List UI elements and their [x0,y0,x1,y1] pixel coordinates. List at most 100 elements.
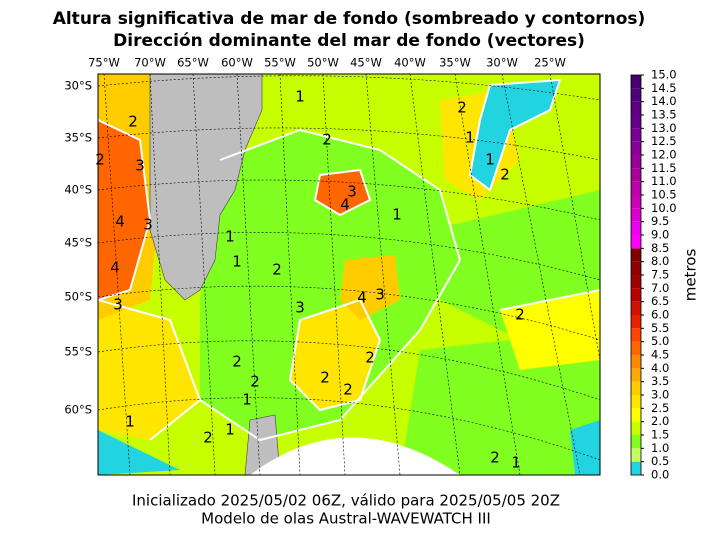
contour-label: 3 [295,299,305,317]
colorbar-bin [631,261,641,275]
colorbar-tick-label: 6.0 [651,308,669,322]
contour-label: 1 [225,228,235,246]
colorbar-tick-label: 0.0 [651,468,669,482]
lon-label: 65°W [177,56,209,70]
contour-label: 2 [365,349,375,367]
contour-label: 1 [485,151,495,169]
colorbar-bin [631,341,641,355]
colorbar-bin [631,435,641,449]
contour-label: 1 [225,421,235,439]
contour-label: 2 [250,373,260,391]
contour-label: 3 [135,157,145,175]
lon-label: 30°W [486,56,518,70]
colorbar-bin [631,208,641,222]
title: Dirección dominante del mar de fondo (ve… [113,31,585,51]
contour-label: 4 [340,196,350,214]
colorbar-tick-label: 11.0 [651,174,677,188]
colorbar-tick-label: 5.5 [651,321,669,335]
contour-label: 1 [511,454,521,472]
lon-label: 50°W [307,56,339,70]
colorbar-bin [631,221,641,235]
lon-label: 25°W [534,56,566,70]
lat-label: 55°S [64,345,92,359]
contour-label: 2 [490,449,500,467]
colorbar-bin [631,461,641,475]
colorbar-tick-label: 0.5 [651,454,669,468]
colorbar-bin [631,128,641,142]
colorbar-bin [631,141,641,155]
contour-label: 2 [320,369,330,387]
lon-label: 45°W [350,56,382,70]
colorbar-tick-label: 11.5 [651,161,677,175]
colorbar-bin [631,181,641,195]
colorbar-bin [631,448,641,462]
colorbar-bin [631,115,641,129]
colorbar-tick-label: 12.0 [651,148,677,162]
title: Altura significativa de mar de fondo (so… [53,9,646,29]
colorbar-tick-label: 14.0 [651,94,677,108]
colorbar-tick-label: 9.5 [651,214,669,228]
contour-label: 4 [357,289,367,307]
colorbar-tick-label: 3.5 [651,374,669,388]
colorbar-tick-label: 4.5 [651,348,669,362]
contour-label: 1 [125,413,135,431]
colorbar-bin [631,355,641,369]
lat-label: 30°S [64,79,92,93]
contour-label: 2 [457,99,467,117]
lon-label: 55°W [264,56,296,70]
colorbar-tick-label: 15.0 [651,68,677,82]
colorbar-bin [631,288,641,302]
contour-label: 1 [392,206,402,224]
colorbar-bin [631,195,641,209]
colorbar-tick-label: 7.0 [651,281,669,295]
colorbar-bin [631,368,641,382]
colorbar-tick-label: 10.0 [651,201,677,215]
colorbar-bin [631,168,641,182]
contour-label: 2 [500,166,510,184]
colorbar-tick-label: 13.5 [651,108,677,122]
contour-label: 3 [375,286,385,304]
colorbar-tick-label: 5.0 [651,334,669,348]
contour-label: 3 [347,183,357,201]
contour-label: 1 [465,129,475,147]
contour-label: 2 [203,429,213,447]
map [98,74,600,475]
contour-label: 1 [232,253,242,271]
colorbar-tick-label: 13.0 [651,121,677,135]
footer: Modelo de olas Austral-WAVEWATCH III [201,510,491,528]
footer: Inicializado 2025/05/02 06Z, válido para… [132,492,560,510]
colorbar-tick-label: 8.5 [651,241,669,255]
contour-label: 2 [322,131,332,149]
lat-label: 35°S [64,131,92,145]
colorbar-bin [631,381,641,395]
contour-label: 2 [343,381,353,399]
colorbar-bin [631,75,641,89]
contour-label: 2 [128,113,138,131]
colorbar-tick-label: 1.0 [651,441,669,455]
colorbar-tick-label: 7.5 [651,268,669,282]
lat-label: 45°S [64,236,92,250]
contour-label: 4 [115,213,125,231]
lon-label: 60°W [221,56,253,70]
colorbar-tick-label: 6.5 [651,294,669,308]
colorbar-bin [631,328,641,342]
contour-label: 2 [232,353,242,371]
colorbar-bin [631,88,641,102]
colorbar-tick-label: 12.5 [651,134,677,148]
contour-label: 2 [272,261,282,279]
colorbar-tick-label: 14.5 [651,81,677,95]
colorbar-bin [631,301,641,315]
colorbar-bin [631,408,641,422]
colorbar-bin [631,155,641,169]
contour-label: 2 [515,306,525,324]
lon-label: 35°W [439,56,471,70]
colorbar-label: metros [682,249,700,302]
colorbar-tick-label: 2.5 [651,401,669,415]
lon-label: 70°W [134,56,166,70]
lat-label: 50°S [64,290,92,304]
contour-label: 3 [113,296,123,314]
colorbar-tick-label: 1.5 [651,428,669,442]
colorbar-bin [631,248,641,262]
colorbar-tick-label: 4.0 [651,361,669,375]
